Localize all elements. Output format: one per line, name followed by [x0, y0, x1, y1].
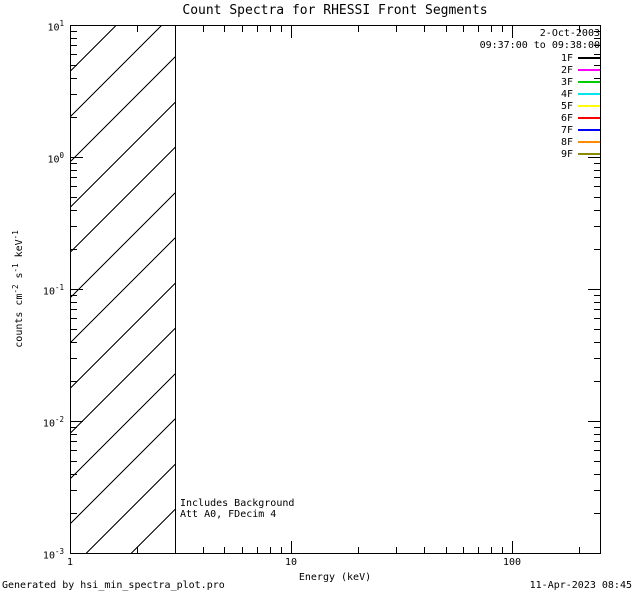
legend-color-line — [578, 153, 600, 155]
y-tick-label: 101 — [47, 19, 64, 34]
y-tick-label: 100 — [47, 151, 64, 166]
legend-entries: 1F 2F 3F 4F 5F 6F 7F 8F 9F — [480, 52, 600, 160]
x-tick-label: 100 — [503, 557, 522, 568]
y-tick-label: 10-1 — [42, 283, 64, 298]
x-tick-label: 10 — [284, 557, 298, 568]
footer-timestamp: 11-Apr-2023 08:45 — [529, 580, 632, 591]
legend-entry-label: 9F — [560, 148, 573, 160]
legend-entry: 4F — [480, 88, 600, 100]
x-tick-label: 1 — [66, 557, 74, 568]
legend-entry: 9F — [480, 148, 600, 160]
legend-entry: 8F — [480, 136, 600, 148]
y-axis-label: counts cm-2 s-1 keV-1 — [10, 230, 26, 348]
legend-date: 2-Oct-2003 — [539, 28, 600, 39]
legend-entry-label: 1F — [560, 52, 573, 64]
legend-entry: 6F — [480, 112, 600, 124]
legend-entry: 7F — [480, 124, 600, 136]
legend-entry: 2F — [480, 64, 600, 76]
legend-color-line — [578, 105, 600, 107]
legend: 2-Oct-2003 09:37:00 to 09:38:00 1F 2F 3F 4F… — [480, 28, 600, 160]
legend-time-range: 09:37:00 to 09:38:00 — [479, 40, 600, 51]
legend-entry-label: 8F — [560, 136, 573, 148]
legend-color-line — [578, 69, 600, 71]
legend-color-line — [578, 81, 600, 83]
annotation-includes-background: Includes Background — [180, 498, 295, 509]
legend-color-line — [578, 117, 600, 119]
legend-entry-label: 6F — [560, 112, 573, 124]
legend-color-line — [578, 129, 600, 131]
legend-entry: 3F — [480, 76, 600, 88]
legend-entry: 5F — [480, 100, 600, 112]
legend-entry-label: 5F — [560, 100, 573, 112]
x-axis-label: Energy (keV) — [298, 572, 372, 583]
legend-entry-label: 2F — [560, 64, 573, 76]
legend-entry-label: 7F — [560, 124, 573, 136]
y-tick-label: 10-3 — [42, 547, 64, 562]
legend-entry-label: 4F — [560, 88, 573, 100]
legend-entry: 1F — [480, 52, 600, 64]
annotation-attenuator-decim: Att A0, FDecim 4 — [180, 509, 277, 520]
legend-color-line — [578, 93, 600, 95]
chart-title: Count Spectra for RHESSI Front Segments — [182, 3, 488, 18]
legend-color-line — [578, 141, 600, 143]
legend-entry-label: 3F — [560, 76, 573, 88]
y-tick-label: 10-2 — [42, 415, 64, 430]
excluded-region-hatch — [71, 26, 175, 553]
legend-color-line — [578, 57, 600, 59]
footer-generated-by: Generated by hsi_min_spectra_plot.pro — [2, 580, 225, 591]
